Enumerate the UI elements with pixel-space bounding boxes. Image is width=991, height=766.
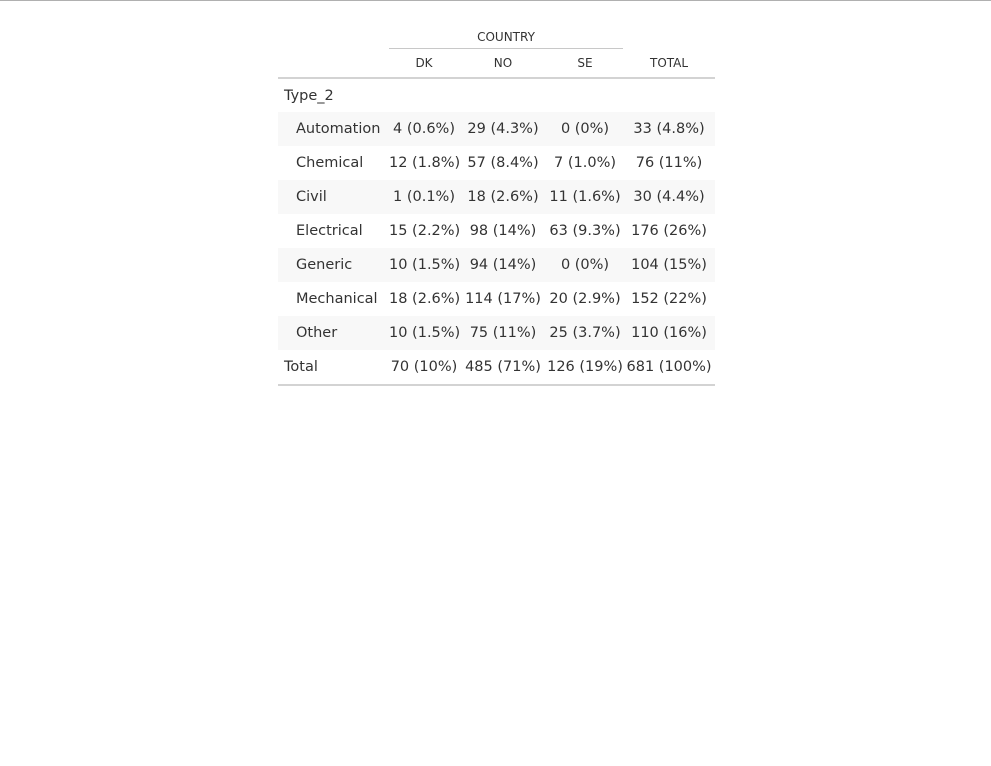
cell-dk: 10 (1.5%) xyxy=(389,248,460,282)
cell-dk: 4 (0.6%) xyxy=(389,112,459,146)
cell-no: 94 (14%) xyxy=(459,248,547,282)
column-header-no: NO xyxy=(459,49,547,79)
cell-se: 25 (3.7%) xyxy=(547,316,624,350)
column-header-total: TOTAL xyxy=(623,49,716,79)
cell-total: 176 (26%) xyxy=(631,223,707,239)
table-row: Generic 10 (1.5%) 94 (14%) 0 (0%) 104 (1… xyxy=(278,248,716,282)
total-row-label: Total xyxy=(278,350,389,386)
cell-se: 63 (9.3%) xyxy=(549,223,621,239)
stub-header-empty xyxy=(278,21,389,49)
table-row: Mechanical 18 (2.6%) 114 (17%) 20 (2.9%)… xyxy=(278,282,715,316)
column-header-row: DK NO SE TOTAL xyxy=(278,49,716,79)
row-label: Other xyxy=(278,316,389,350)
row-label: Automation xyxy=(278,112,389,146)
table-row: Electrical 15 (2.2%) 98 (14%) 63 (9.3%) … xyxy=(278,214,715,248)
row-label: Generic xyxy=(278,248,389,282)
cell-total: 110 (16%) xyxy=(623,316,716,350)
cell-dk: 10 (1.5%) xyxy=(389,316,460,350)
table-row: Chemical 12 (1.8%) 57 (8.4%) 7 (1.0%) 76… xyxy=(278,146,715,180)
stub-column-header xyxy=(278,49,389,79)
cell-total: 104 (15%) xyxy=(623,248,716,282)
cell-no: 18 (2.6%) xyxy=(459,180,547,214)
cell-total: 33 (4.8%) xyxy=(623,112,716,146)
cell-se: 0 (0%) xyxy=(547,248,624,282)
cell-no: 114 (17%) xyxy=(465,291,541,307)
top-border-line xyxy=(0,0,991,1)
cell-dk: 12 (1.8%) xyxy=(389,155,461,171)
cell-dk: 18 (2.6%) xyxy=(389,291,461,307)
cell-se: 7 (1.0%) xyxy=(554,155,617,171)
cell-se: 11 (1.6%) xyxy=(547,180,624,214)
country-spanner: COUNTRY xyxy=(389,21,624,49)
cell-dk: 15 (2.2%) xyxy=(389,223,461,239)
cell-total: 152 (22%) xyxy=(631,291,707,307)
row-label: Civil xyxy=(278,180,389,214)
cell-dk: 1 (0.1%) xyxy=(389,180,459,214)
spanner-header-row: COUNTRY xyxy=(278,21,715,49)
group-label: Type_2 xyxy=(284,87,334,104)
table-row: Civil 1 (0.1%) 18 (2.6%) 11 (1.6%) 30 (4… xyxy=(278,180,716,214)
total-row: Total 70 (10%) 485 (71%) 126 (19%) 681 (… xyxy=(278,350,716,386)
group-row: Type_2 xyxy=(278,78,715,112)
total-cell-total: 681 (100%) xyxy=(623,350,716,386)
row-label: Chemical xyxy=(296,155,364,171)
cell-se: 0 (0%) xyxy=(547,112,624,146)
total-cell-se: 126 (19%) xyxy=(547,350,624,386)
cell-se: 20 (2.9%) xyxy=(549,291,621,307)
row-label: Electrical xyxy=(296,223,363,239)
cell-no: 57 (8.4%) xyxy=(467,155,539,171)
cell-no: 98 (14%) xyxy=(469,223,537,239)
column-header-dk: DK xyxy=(389,49,459,79)
total-spanner-empty xyxy=(623,21,715,49)
country-spanner-label: COUNTRY xyxy=(477,30,535,44)
row-label: Mechanical xyxy=(296,291,378,307)
cell-no: 75 (11%) xyxy=(459,316,547,350)
spanner-underline xyxy=(389,48,624,49)
total-cell-dk: 70 (10%) xyxy=(389,350,459,386)
crosstab-table-container: COUNTRY DK NO SE TOTAL Type_2 Automation… xyxy=(278,21,716,386)
total-cell-no: 485 (71%) xyxy=(459,350,547,386)
column-header-se: SE xyxy=(547,49,624,79)
cell-no: 29 (4.3%) xyxy=(459,112,547,146)
cell-total: 30 (4.4%) xyxy=(623,180,716,214)
table-row: Automation 4 (0.6%) 29 (4.3%) 0 (0%) 33 … xyxy=(278,112,716,146)
table-row: Other 10 (1.5%) 75 (11%) 25 (3.7%) 110 (… xyxy=(278,316,716,350)
cell-total: 76 (11%) xyxy=(635,155,703,171)
crosstab-table: COUNTRY DK NO SE TOTAL Type_2 Automation… xyxy=(278,21,716,386)
